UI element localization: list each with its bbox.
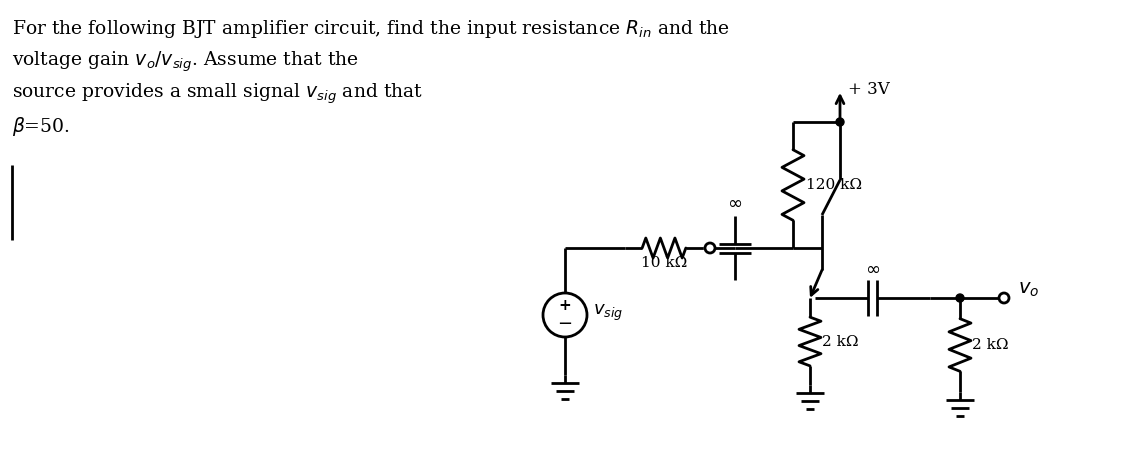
Text: $\infty$: $\infty$ (727, 194, 743, 212)
Text: +: + (559, 299, 571, 313)
Text: voltage gain $v_o/v_{sig}$. Assume that the: voltage gain $v_o/v_{sig}$. Assume that … (12, 50, 359, 75)
Circle shape (836, 118, 844, 126)
Text: $\beta$=50.: $\beta$=50. (12, 115, 70, 138)
Text: 2 kΩ: 2 kΩ (822, 334, 858, 349)
Text: 10 kΩ: 10 kΩ (641, 256, 687, 270)
Text: + 3V: + 3V (848, 81, 890, 98)
Text: 2 kΩ: 2 kΩ (972, 338, 1009, 352)
Text: $v_o$: $v_o$ (1018, 281, 1039, 299)
Text: −: − (558, 315, 572, 333)
Text: source provides a small signal $v_{sig}$ and that: source provides a small signal $v_{sig}$… (12, 82, 423, 106)
Circle shape (956, 294, 964, 302)
Text: $v_{sig}$: $v_{sig}$ (594, 303, 623, 323)
Text: $\infty$: $\infty$ (865, 260, 880, 278)
Text: 120 kΩ: 120 kΩ (806, 178, 862, 192)
Text: For the following BJT amplifier circuit, find the input resistance $R_{in}$ and : For the following BJT amplifier circuit,… (12, 18, 730, 40)
